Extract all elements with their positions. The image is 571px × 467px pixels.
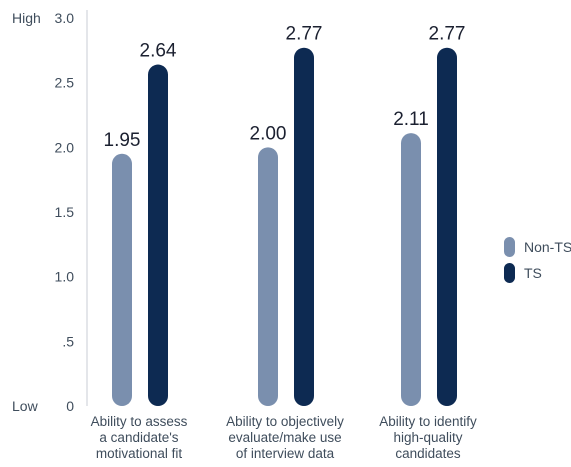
category-label-line: candidates — [395, 446, 461, 461]
y-tick-label: 1.5 — [55, 204, 75, 220]
bar-non-ts-2 — [258, 147, 278, 407]
category-label-line: high-quality — [393, 430, 462, 445]
bar-non-ts-3 — [401, 133, 421, 406]
bars-group — [112, 47, 457, 407]
bar-ts-1 — [148, 64, 168, 406]
y-tick-label: 3.0 — [55, 10, 75, 26]
legend-label: Non-TS — [524, 239, 571, 255]
category-label: Ability to objectively evaluate/make use o… — [226, 414, 344, 461]
y-tick-label: .5 — [62, 333, 74, 349]
legend-swatch-ts — [504, 263, 515, 283]
scale-label-low: Low — [12, 398, 39, 414]
category-label: Ability to assess a candidate's motivation… — [91, 414, 188, 461]
value-label: 2.77 — [286, 24, 323, 45]
category-label-line: a candidate's — [99, 430, 178, 445]
bar-ts-2 — [294, 47, 314, 406]
category-label-line: Ability to objectively — [226, 414, 344, 429]
legend-swatch-non-ts — [504, 237, 515, 257]
category-label-line: Ability to identify — [379, 414, 477, 429]
y-tick-label: 2.5 — [55, 75, 75, 91]
category-label-line: motivational fit — [96, 446, 183, 461]
value-label: 2.64 — [140, 41, 177, 62]
category-labels-group: Ability to assess a candidate's motivation… — [91, 414, 477, 461]
bar-ts-3 — [437, 47, 457, 406]
value-label: 2.00 — [250, 123, 287, 144]
y-tick-label: 1.0 — [55, 269, 75, 285]
category-label: Ability to identify high-quality candidate… — [379, 414, 477, 461]
value-labels-group: 1.95 2.00 2.11 2.64 2.77 2.77 — [104, 24, 466, 151]
bar-non-ts-1 — [112, 153, 132, 406]
category-label-line: evaluate/make use — [228, 430, 341, 445]
legend-label: TS — [524, 265, 542, 281]
scale-label-high: High — [12, 10, 41, 26]
value-label: 2.77 — [429, 24, 466, 45]
value-label: 1.95 — [104, 130, 141, 151]
y-tick-label: 0 — [66, 398, 74, 414]
y-axis-ticks: 3.0 2.5 2.0 1.5 1.0 .5 0 — [55, 10, 75, 414]
y-tick-label: 2.0 — [55, 139, 75, 155]
legend: Non-TS TS — [504, 237, 571, 283]
category-label-line: Ability to assess — [91, 414, 188, 429]
value-label: 2.11 — [393, 109, 429, 130]
category-label-line: of interview data — [236, 446, 335, 461]
